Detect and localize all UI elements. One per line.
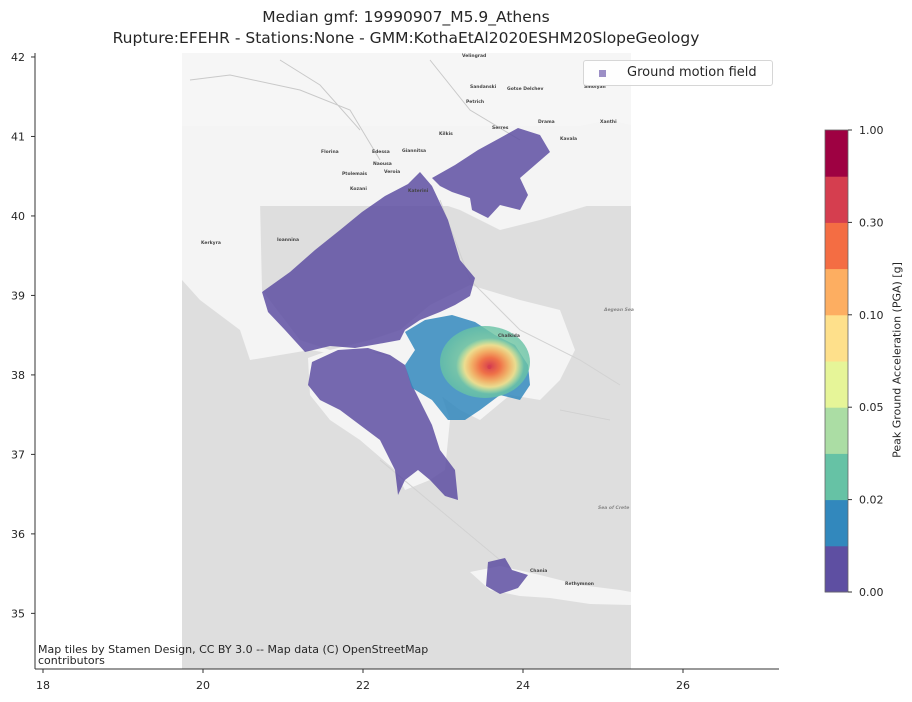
map-label: Sandanski [470, 84, 497, 90]
x-axis-ticks: 18 20 22 24 26 [36, 669, 690, 692]
y-tick-label: 40 [11, 210, 25, 223]
map-label: Rethymnon [565, 581, 594, 587]
map-label: Sea of Crete [598, 505, 629, 511]
legend-marker [599, 70, 606, 77]
x-tick-label: 24 [516, 679, 530, 692]
map-label: Gotse Delchev [507, 86, 543, 92]
colorbar-bin [825, 545, 848, 593]
colorbar [825, 130, 848, 593]
epicenter-marker [487, 364, 492, 369]
y-tick-label: 36 [11, 528, 25, 541]
colorbar-label: Peak Ground Acceleration (PGA) [g] [890, 262, 904, 458]
basemap-balkans [182, 53, 631, 126]
y-tick-label: 35 [11, 607, 25, 620]
colorbar-bin [825, 130, 848, 177]
basemap [182, 53, 631, 669]
field-mainland-low [262, 172, 475, 352]
map-label: Velingrad [462, 53, 486, 59]
chart-title-line-2: Rupture:EFEHR - Stations:None - GMM:Koth… [112, 29, 700, 47]
colorbar-tick-label: 0.02 [859, 494, 884, 507]
map-label: Florina [321, 149, 339, 155]
colorbar-bin [825, 453, 848, 501]
colorbar-bin [825, 361, 848, 408]
x-tick-label: 22 [356, 679, 370, 692]
map-label: Ioannina [277, 237, 299, 243]
field-peloponnese-low [308, 348, 458, 500]
map-label: Edessa [372, 149, 390, 155]
map-label: Kavala [560, 136, 577, 142]
map-label: Kozani [350, 186, 367, 192]
map-label: Xanthi [600, 119, 617, 125]
map-label: Serres [492, 125, 509, 131]
colorbar-tick-label: 1.00 [859, 124, 884, 137]
y-axis-ticks: 35 36 37 38 39 40 41 42 [11, 51, 35, 620]
y-tick-label: 37 [11, 448, 25, 461]
map-label: Petrich [466, 99, 484, 105]
chart-title-line-1: Median gmf: 19990907_M5.9_Athens [262, 8, 550, 26]
map-label: Katerini [408, 188, 429, 194]
map-label: Kilkis [439, 131, 453, 137]
map-label: Chalkida [498, 333, 520, 339]
x-tick-label: 20 [196, 679, 210, 692]
x-tick-label: 26 [676, 679, 690, 692]
map-label: Veroia [384, 169, 400, 175]
colorbar-frame [824, 129, 849, 593]
map-label: Naousa [373, 161, 392, 167]
colorbar-bin [825, 268, 848, 316]
colorbar-tick-label: 0.10 [859, 309, 884, 322]
map-label: Kerkyra [201, 240, 221, 246]
legend: Ground motion field [583, 60, 773, 86]
field-thrace-low [432, 128, 550, 218]
colorbar-tick-label: 0.30 [859, 216, 884, 229]
y-tick-label: 41 [11, 130, 25, 143]
y-tick-label: 39 [11, 289, 25, 302]
map-label: Chania [530, 568, 547, 574]
x-tick-label: 18 [36, 679, 50, 692]
y-tick-label: 42 [11, 51, 25, 64]
map-label: Giannitsa [402, 148, 426, 154]
colorbar-ticks: 0.00 0.02 0.05 0.10 0.30 1.00 [848, 124, 884, 599]
colorbar-bin [825, 499, 848, 547]
map-attribution: Map tiles by Stamen Design, CC BY 3.0 --… [38, 643, 429, 667]
map-label: Smolyan [584, 84, 606, 90]
colorbar-tick-label: 0.00 [859, 586, 884, 599]
ground-motion-field [262, 128, 550, 594]
colorbar-bin [825, 407, 848, 454]
colorbar-bin [825, 176, 848, 223]
y-tick-label: 38 [11, 369, 25, 382]
map-label: Aegean Sea [603, 307, 634, 313]
map-label: Ptolemais [342, 171, 367, 177]
map-label: Drama [538, 119, 555, 125]
colorbar-bin [825, 222, 848, 270]
legend-label: Ground motion field [627, 65, 757, 80]
colorbar-bin [825, 314, 848, 362]
field-crete-low [486, 558, 528, 594]
basemap-roads [189, 59, 521, 161]
colorbar-tick-label: 0.05 [859, 401, 884, 414]
